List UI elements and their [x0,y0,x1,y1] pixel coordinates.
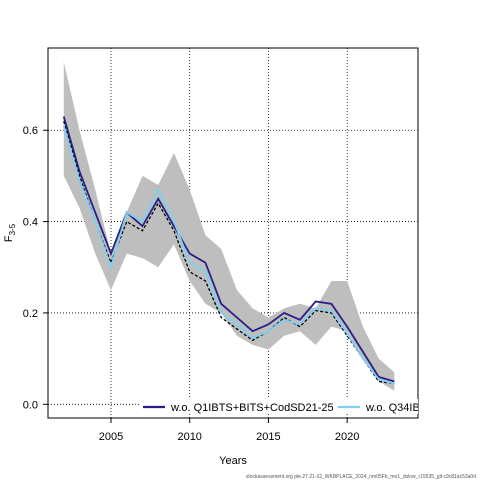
y-axis-title-subscript: 3-5 [8,223,17,235]
y-tick-label: 0.4 [23,217,38,229]
y-axis: 0.0 0.2 0.4 0.6 [23,125,48,411]
series-line-3 [62,125,395,385]
x-tick-label: 2020 [335,431,359,443]
x-axis-title: Years [219,455,247,467]
x-tick-label: 2005 [99,431,123,443]
confidence-band-layer [63,61,395,391]
y-axis-title-main: F [3,235,15,242]
y-axis-title: F3-5 [3,223,17,242]
x-tick-label: 2010 [177,431,201,443]
series-layer [62,116,395,385]
legend-label-2: w.o. Q34IBT [365,402,427,414]
y-tick-label: 0.2 [23,308,38,320]
confidence-band [63,61,395,391]
legend-label-1: w.o. Q1IBTS+BITS+CodSD21-25 [170,402,334,414]
legend-background [140,399,418,414]
x-axis: 2005 2010 2015 2020 [99,418,359,443]
plot-frame [47,47,419,419]
legend: w.o. Q1IBTS+BITS+CodSD21-25 w.o. Q34IBT [140,399,427,414]
legend-items: w.o. Q1IBTS+BITS+CodSD21-25 w.o. Q34IBT [140,399,427,414]
footer-source: stockassessment.org ple.27.21-32_WKBPLAC… [245,474,476,480]
y-tick-label: 0.6 [23,125,38,137]
series-line-1 [62,116,395,383]
x-tick-label: 2015 [256,431,280,443]
y-tick-label: 0.0 [23,399,38,411]
